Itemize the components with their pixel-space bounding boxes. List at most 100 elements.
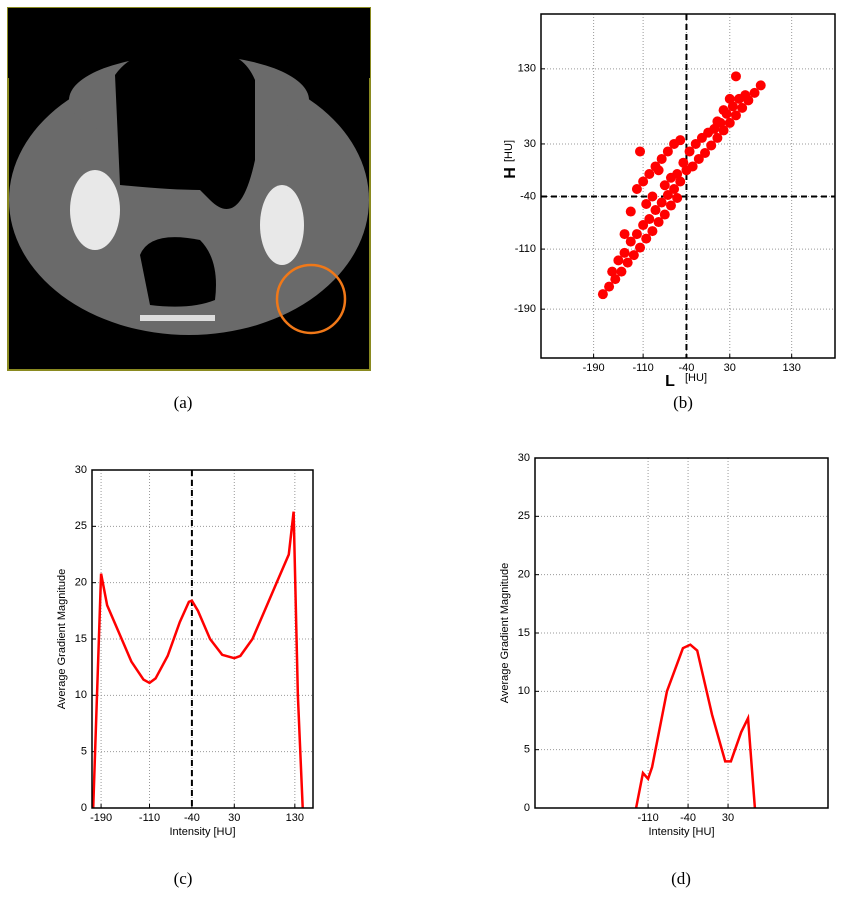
- point: [684, 146, 695, 157]
- y-tick-label: 5: [81, 746, 87, 758]
- point: [678, 157, 689, 168]
- y-tick-label: 25: [518, 510, 530, 522]
- point: [616, 266, 627, 277]
- point: [712, 132, 723, 143]
- point: [700, 147, 711, 158]
- point: [706, 140, 717, 151]
- point: [644, 168, 655, 179]
- caption: (b): [673, 393, 693, 412]
- y-tick-label: -190: [514, 303, 536, 315]
- point: [693, 153, 704, 164]
- x-tick-label: -110: [637, 812, 658, 824]
- x-tick-label: -190: [583, 362, 605, 374]
- y-tick-label: 25: [75, 520, 87, 532]
- point: [659, 209, 670, 220]
- point: [610, 274, 621, 285]
- y-axis-label: Average Gradient Magnitude: [56, 569, 68, 709]
- y-tick-label: 30: [518, 452, 530, 464]
- point: [650, 205, 661, 216]
- x-tick-label: -40: [678, 362, 694, 374]
- caption: (a): [174, 393, 193, 412]
- y-tick-label: 5: [524, 744, 530, 756]
- point: [625, 236, 636, 247]
- chart: -190 -110 -40 30 130 0 5 10 15 20 25 30 Intensity [H…: [56, 464, 314, 838]
- y-tick-label: -40: [520, 190, 536, 202]
- point: [740, 90, 751, 101]
- point: [687, 161, 698, 172]
- y-axis-label: H: [502, 167, 519, 179]
- y-tick-label: 20: [518, 569, 530, 581]
- point: [628, 250, 639, 261]
- axes-frame: [91, 469, 314, 809]
- y-tick-label: 15: [518, 627, 530, 639]
- x-tick-label: 130: [286, 812, 304, 824]
- point: [718, 125, 729, 136]
- point: [672, 168, 683, 179]
- point: [669, 184, 680, 195]
- point: [647, 191, 658, 202]
- point: [647, 226, 658, 237]
- point: [619, 229, 630, 240]
- x-tick-label: -110: [139, 812, 160, 824]
- point: [665, 200, 676, 211]
- point: [730, 110, 741, 121]
- y-tick-label: 0: [524, 802, 530, 814]
- line: [634, 643, 757, 809]
- y-axis-unit: [HU]: [503, 140, 515, 162]
- y-tick-label: 20: [75, 577, 87, 589]
- axes-frame: [534, 457, 829, 809]
- point: [656, 197, 667, 208]
- x-axis-label: Intensity [HU]: [169, 826, 235, 838]
- point: [644, 214, 655, 225]
- y-tick-label: 15: [75, 633, 87, 645]
- point: [597, 289, 608, 300]
- x-tick-label: 30: [228, 812, 240, 824]
- point: [635, 146, 646, 157]
- point: [653, 165, 664, 176]
- y-tick-label: 30: [75, 464, 87, 476]
- point: [662, 146, 673, 157]
- y-tick-label: -110: [515, 243, 536, 255]
- y-axis-label: Average Gradient Magnitude: [499, 563, 511, 703]
- point: [656, 153, 667, 164]
- point: [662, 190, 673, 201]
- point: [749, 87, 760, 98]
- point: [613, 255, 624, 266]
- x-tick-label: -110: [633, 362, 654, 374]
- y-tick-label: 130: [518, 63, 536, 75]
- point: [635, 242, 646, 253]
- point: [638, 176, 649, 187]
- point: [631, 184, 642, 195]
- point: [625, 206, 636, 217]
- y-tick-label: 10: [518, 685, 530, 697]
- point: [712, 116, 723, 127]
- x-axis-label: Intensity [HU]: [648, 826, 714, 838]
- point: [690, 138, 701, 149]
- point: [641, 233, 652, 244]
- x-tick-label: -40: [680, 812, 696, 824]
- point: [604, 281, 615, 292]
- point: [607, 266, 618, 277]
- y-tick-label: 30: [524, 138, 536, 150]
- caption: (c): [174, 869, 193, 888]
- point: [672, 193, 683, 204]
- point: [709, 123, 720, 134]
- x-tick-label: -40: [184, 812, 200, 824]
- axes-frame: [540, 13, 836, 359]
- point: [675, 135, 686, 146]
- x-tick-label: -190: [90, 812, 112, 824]
- point: [659, 180, 670, 191]
- point: [724, 117, 735, 128]
- point: [622, 257, 633, 268]
- point: [675, 176, 686, 187]
- x-tick-label: 130: [782, 362, 800, 374]
- line: [91, 511, 304, 809]
- ct-image: [7, 7, 371, 371]
- plot-area: [541, 14, 835, 358]
- point: [631, 229, 642, 240]
- x-axis-label: L: [665, 373, 675, 390]
- x-tick-label: 30: [722, 812, 734, 824]
- y-tick-label: 0: [81, 802, 87, 814]
- point: [755, 80, 766, 91]
- y-tick-label: 10: [75, 689, 87, 701]
